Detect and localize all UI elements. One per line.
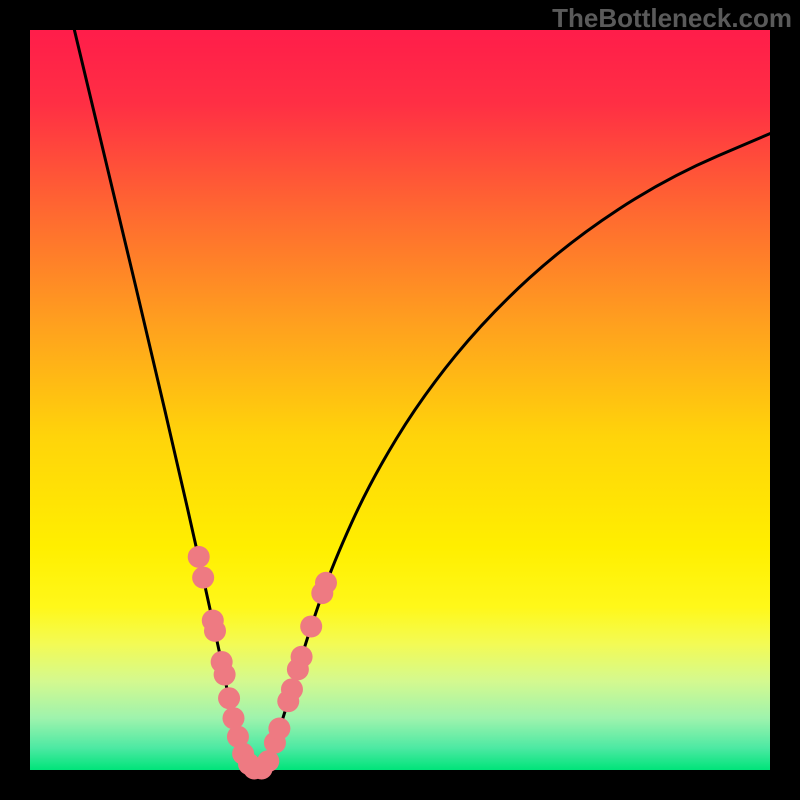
data-marker bbox=[214, 664, 236, 686]
data-marker bbox=[291, 646, 313, 668]
data-marker bbox=[223, 707, 245, 729]
plot-gradient-background bbox=[30, 30, 770, 770]
data-marker bbox=[300, 615, 322, 637]
data-marker bbox=[281, 678, 303, 700]
data-marker bbox=[192, 567, 214, 589]
data-marker bbox=[315, 572, 337, 594]
chart-svg bbox=[0, 0, 800, 800]
data-marker bbox=[188, 546, 210, 568]
chart-outer-frame: TheBottleneck.com bbox=[0, 0, 800, 800]
data-marker bbox=[218, 687, 240, 709]
data-marker bbox=[204, 620, 226, 642]
data-marker bbox=[268, 718, 290, 740]
watermark-text: TheBottleneck.com bbox=[552, 3, 792, 34]
